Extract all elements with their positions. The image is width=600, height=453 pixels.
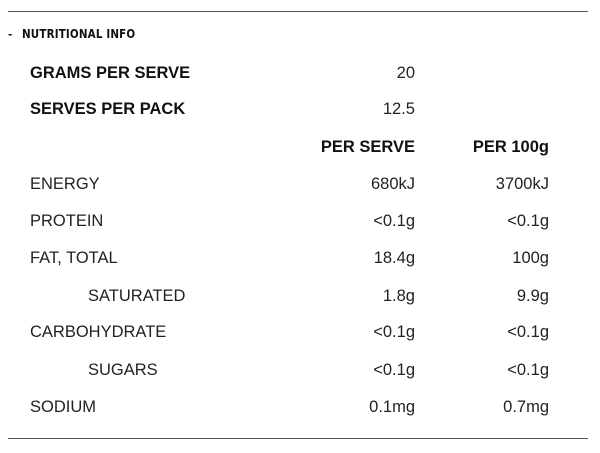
collapse-icon: - xyxy=(8,26,13,41)
nutrient-label: SATURATED xyxy=(88,287,186,305)
per-serve-value: <0.1g xyxy=(373,361,415,379)
nutrient-row-protein: PROTEIN <0.1g <0.1g xyxy=(0,209,600,233)
summary-value: 12.5 xyxy=(382,100,415,118)
per-serve-value: 680kJ xyxy=(370,175,415,193)
nutrient-row-fat-total: FAT, TOTAL 18.4g 100g xyxy=(0,246,600,270)
per-100g-value: <0.1g xyxy=(507,323,549,341)
per-100g-value: 3700kJ xyxy=(495,175,549,193)
nutrient-label: ENERGY xyxy=(30,175,100,193)
nutrient-label: PROTEIN xyxy=(30,212,104,230)
column-header-row: PER SERVE PER 100g xyxy=(0,135,600,159)
column-header-per-100g: PER 100g xyxy=(472,138,549,156)
nutrient-row-sugars: SUGARS <0.1g <0.1g xyxy=(0,358,600,382)
nutrient-row-sodium: SODIUM 0.1mg 0.7mg xyxy=(0,395,600,419)
per-100g-value: <0.1g xyxy=(507,212,549,230)
summary-label: GRAMS PER SERVE xyxy=(30,64,191,82)
top-divider xyxy=(8,11,588,12)
nutrient-row-saturated: SATURATED 1.8g 9.9g xyxy=(0,284,600,308)
bottom-divider xyxy=(8,438,588,439)
per-serve-value: <0.1g xyxy=(373,323,415,341)
summary-row-serves-per-pack: SERVES PER PACK 12.5 xyxy=(0,97,600,121)
summary-value: 20 xyxy=(396,64,415,82)
per-serve-value: 18.4g xyxy=(373,249,415,267)
per-serve-value: <0.1g xyxy=(373,212,415,230)
per-100g-value: 100g xyxy=(512,249,549,267)
per-serve-value: 0.1mg xyxy=(369,398,415,416)
nutrient-label: CARBOHYDRATE xyxy=(30,323,167,341)
column-header-per-serve: PER SERVE xyxy=(320,138,415,156)
summary-label: SERVES PER PACK xyxy=(30,100,186,118)
nutritional-info-toggle[interactable]: - NUTRITIONAL INFO xyxy=(8,26,154,41)
per-100g-value: 9.9g xyxy=(516,287,549,305)
per-100g-value: 0.7mg xyxy=(503,398,549,416)
nutrient-label: SODIUM xyxy=(30,398,96,416)
nutrient-label: FAT, TOTAL xyxy=(30,249,118,267)
summary-row-grams-per-serve: GRAMS PER SERVE 20 xyxy=(0,61,600,85)
per-100g-value: <0.1g xyxy=(507,361,549,379)
per-serve-value: 1.8g xyxy=(382,287,415,305)
nutrient-label: SUGARS xyxy=(88,361,158,379)
nutrient-row-carbohydrate: CARBOHYDRATE <0.1g <0.1g xyxy=(0,320,600,344)
section-title: NUTRITIONAL INFO xyxy=(22,26,136,41)
nutrient-row-energy: ENERGY 680kJ 3700kJ xyxy=(0,172,600,196)
